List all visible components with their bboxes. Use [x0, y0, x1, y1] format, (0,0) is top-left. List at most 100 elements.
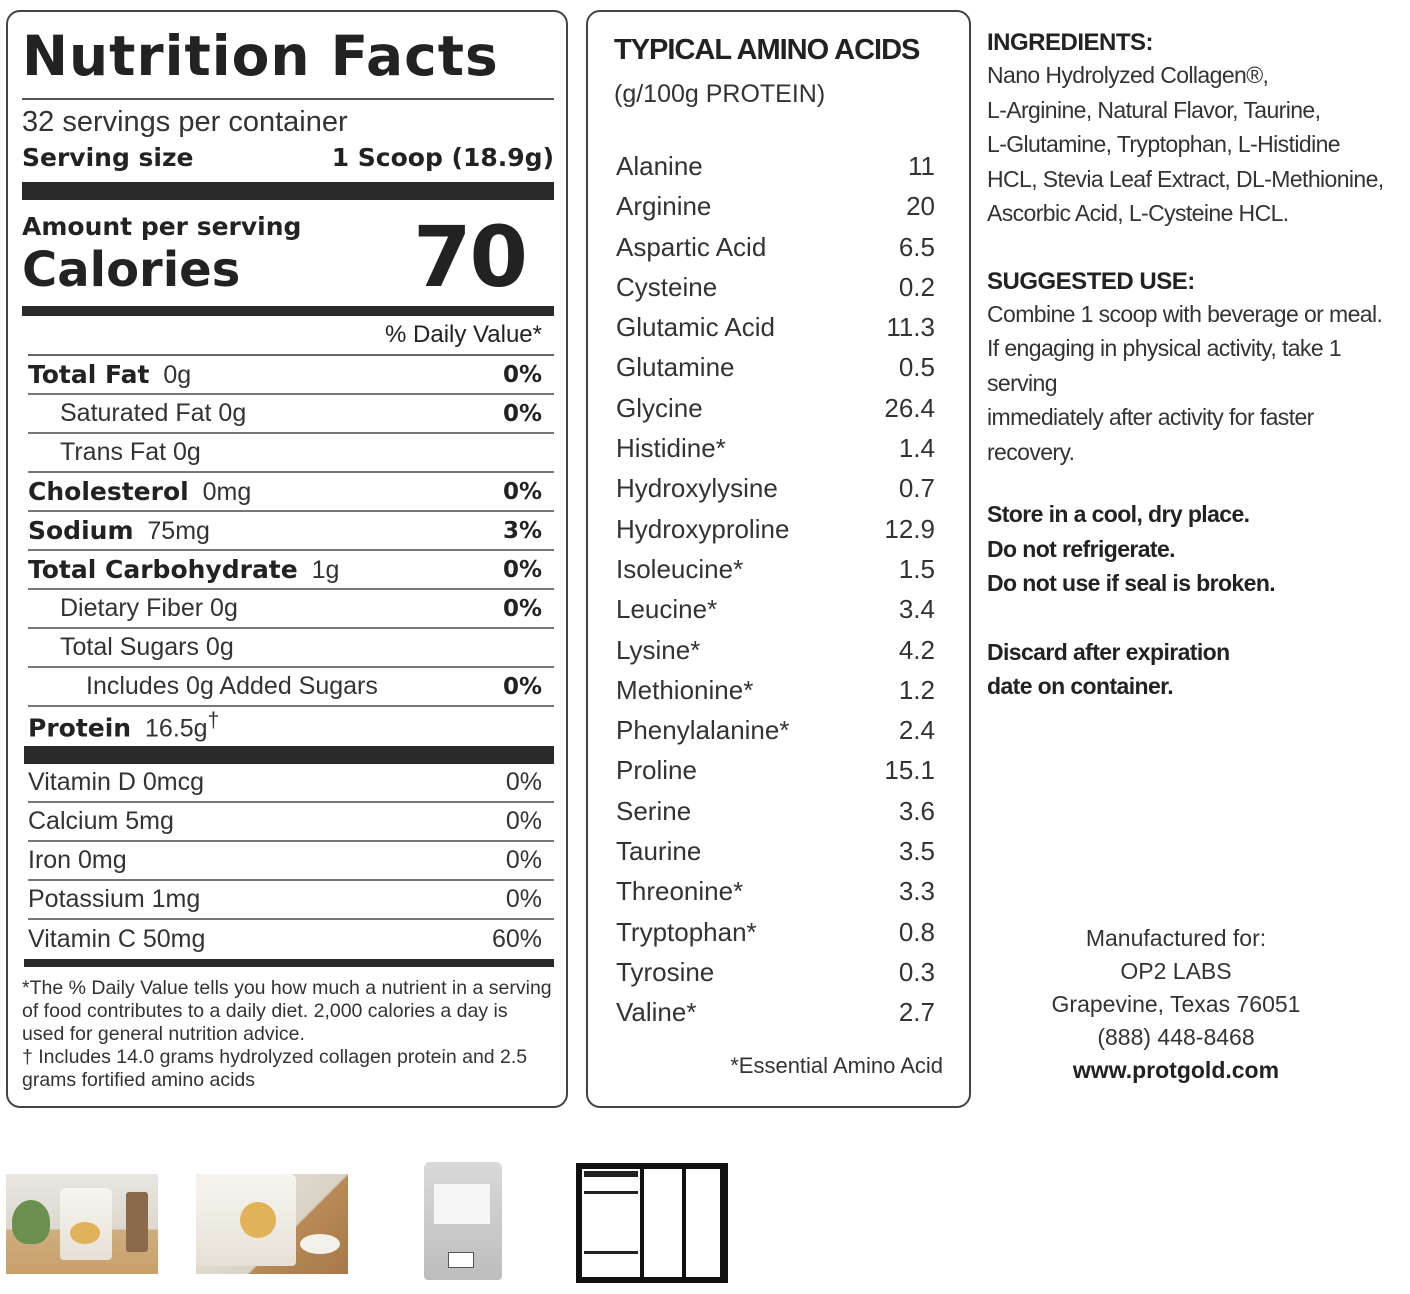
manufacturer-name: OP2 LABS — [1120, 958, 1232, 984]
amino-row: Cysteine 0.2 — [614, 267, 935, 307]
amino-row: Hydroxylysine 0.7 — [614, 468, 935, 508]
amino-row: Tryptophan* 0.8 — [614, 912, 935, 952]
amino-row: Leucine* 3.4 — [614, 589, 935, 629]
amino-value: 0.3 — [898, 956, 935, 987]
serving-size-label: Serving size — [22, 143, 194, 172]
amino-row: Alanine 11 — [614, 146, 935, 186]
nutrient-row: Dietary Fiber 0g 0% — [28, 590, 554, 629]
amount-per-serving-label: Amount per serving — [22, 212, 302, 241]
vitamin-row: Potassium 1mg 0% — [28, 881, 554, 920]
nutrient-amount: Total Sugars 0g — [60, 633, 234, 661]
discard-line: Discard after expiration — [987, 638, 1230, 665]
thumbnail-kitchen-scene[interactable] — [6, 1174, 158, 1274]
nutrient-row: Cholesterol 0mg 0% — [28, 473, 554, 512]
amino-row: Tyrosine 0.3 — [614, 952, 935, 992]
spacer — [987, 601, 1402, 635]
amino-name: Phenylalanine* — [616, 715, 790, 746]
amino-value: 26.4 — [884, 392, 935, 423]
amino-value: 1.4 — [898, 433, 935, 464]
thumbnail-scoop-scene[interactable] — [196, 1174, 348, 1274]
amino-value: 4.2 — [898, 634, 935, 665]
amino-name: Glutamine — [616, 352, 735, 383]
amino-title: TYPICAL AMINO ACIDS — [614, 34, 920, 66]
storage-text: Store in a cool, dry place. Do not refri… — [987, 497, 1402, 601]
amino-value: 0.2 — [898, 271, 935, 302]
vitamin-percent: 0% — [505, 807, 542, 835]
nutrient-row: Total Sugars 0g — [28, 629, 554, 668]
vitamin-label: Iron 0mg — [28, 846, 127, 874]
mini-title — [584, 1171, 638, 1177]
amino-name: Glycine — [616, 392, 703, 423]
amino-name: Taurine — [616, 836, 702, 867]
amino-row: Isoleucine* 1.5 — [614, 549, 935, 589]
amino-value: 6.5 — [898, 231, 935, 262]
barcode-shape — [448, 1252, 474, 1268]
info-column: INGREDIENTS: Nano Hydrolyzed Collagen®, … — [987, 28, 1402, 704]
amino-row: Aspartic Acid 6.5 — [614, 227, 935, 267]
nutrient-row: Sodium 75mg 3% — [28, 512, 554, 551]
nutrient-row: Total Carbohydrate 1g 0% — [28, 551, 554, 590]
nutrient-name: Cholesterol — [28, 476, 189, 506]
use-line: immediately after activity for faster re… — [987, 404, 1314, 465]
discard-text: Discard after expiration date on contain… — [987, 635, 1402, 704]
manufacturer-label: Manufactured for: — [1085, 925, 1267, 951]
amino-value: 20 — [906, 191, 935, 222]
amino-name: Arginine — [616, 191, 712, 222]
amino-value: 3.4 — [898, 594, 935, 625]
vitamin-label: Vitamin C 50mg — [28, 925, 206, 953]
nutrient-percent: 0% — [502, 595, 542, 622]
mini-panel — [644, 1169, 682, 1277]
plant-shape — [12, 1200, 50, 1244]
nutrient-row: Includes 0g Added Sugars 0% — [28, 668, 554, 707]
nutrient-percent: 3% — [502, 517, 542, 544]
nutrient-row: Total Fat 0g 0% — [28, 356, 554, 395]
nutrient-amount: Saturated Fat 0g — [60, 399, 247, 427]
amino-value: 12.9 — [884, 513, 935, 544]
nutrient-amount: Dietary Fiber 0g — [60, 594, 238, 622]
amino-value: 3.5 — [898, 836, 935, 867]
amino-name: Alanine — [616, 151, 703, 181]
medium-divider — [22, 306, 554, 316]
amino-name: Lysine* — [616, 634, 701, 665]
nutrient-row: Protein 16.5g† — [28, 707, 554, 746]
nutrient-label: Protein 16.5g† — [28, 709, 219, 743]
amino-value: 1.5 — [898, 553, 935, 584]
amino-name: Threonine* — [616, 876, 744, 907]
amino-name: Isoleucine* — [616, 553, 744, 584]
manufacturer-block: Manufactured for: OP2 LABS Grapevine, Te… — [1010, 922, 1342, 1087]
amino-value: 2.4 — [898, 715, 935, 746]
amino-name: Glutamic Acid — [616, 312, 775, 343]
thumbnail-label-closeup[interactable] — [576, 1163, 728, 1283]
amino-value: 15.1 — [884, 755, 935, 786]
amino-name: Methionine* — [616, 674, 754, 705]
amino-name: Serine — [616, 795, 692, 826]
nutrient-amount: 0mg — [202, 477, 252, 506]
amino-name: Hydroxylysine — [616, 473, 778, 504]
nutrition-title: Nutrition Facts — [22, 24, 499, 88]
serving-size-row: Serving size 1 Scoop (18.9g) — [22, 138, 554, 178]
amino-value: 11 — [908, 151, 935, 181]
amino-row: Phenylalanine* 2.4 — [614, 710, 935, 750]
nutrient-label: Total Fat 0g — [28, 360, 191, 390]
amino-name: Cysteine — [616, 271, 718, 302]
amino-name: Tryptophan* — [616, 916, 757, 947]
mini-bar — [584, 1251, 638, 1254]
nutrient-name: Total Carbohydrate — [28, 554, 298, 584]
essential-note: *Essential Amino Acid — [730, 1052, 943, 1078]
thick-divider — [22, 182, 554, 200]
amino-row: Serine 3.6 — [614, 791, 935, 831]
ingredients-line: Nano Hydrolyzed Collagen®, — [987, 62, 1269, 88]
nutrient-amount: Includes 0g Added Sugars — [86, 672, 378, 700]
nutrient-label: Total Carbohydrate 1g — [28, 555, 339, 585]
amino-name: Leucine* — [616, 594, 718, 625]
thumbnail-pouch-back[interactable] — [422, 1160, 504, 1282]
mini-panel — [582, 1169, 640, 1277]
manufacturer-phone: (888) 448-8468 — [1097, 1024, 1255, 1050]
dagger-mark: † — [207, 709, 220, 733]
amino-row: Glycine 26.4 — [614, 388, 935, 428]
ingredients-line: Ascorbic Acid, L-Cysteine HCL. — [987, 200, 1289, 226]
vitamin-label: Potassium 1mg — [28, 885, 201, 913]
serving-size-value: 1 Scoop (18.9g) — [331, 143, 554, 172]
discard-line: date on container. — [987, 673, 1174, 699]
ingredients-text: Nano Hydrolyzed Collagen®, L-Arginine, N… — [987, 58, 1402, 231]
